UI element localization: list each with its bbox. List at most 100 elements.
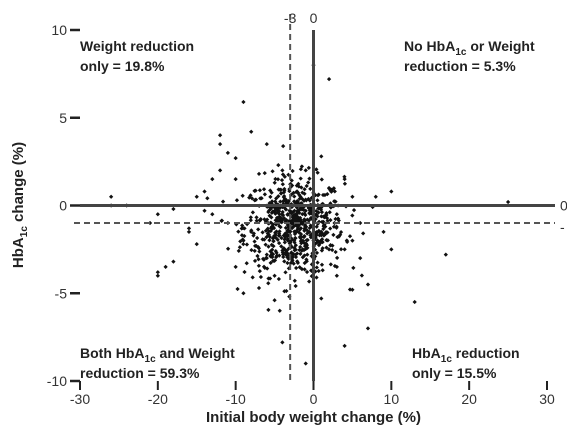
data-point <box>314 224 319 229</box>
data-point <box>240 193 245 198</box>
data-point <box>324 212 329 218</box>
data-point <box>314 233 319 238</box>
data-point <box>274 229 279 234</box>
data-point <box>274 253 280 258</box>
data-point <box>332 189 337 194</box>
data-point <box>261 187 267 192</box>
data-point <box>256 285 262 291</box>
data-point <box>266 232 271 238</box>
data-point <box>285 200 291 205</box>
data-point <box>155 212 160 217</box>
data-point <box>412 299 417 305</box>
data-point <box>335 255 340 260</box>
data-point <box>315 170 320 175</box>
data-point <box>299 235 304 240</box>
data-point <box>308 233 313 238</box>
data-point <box>282 289 287 294</box>
data-point <box>282 259 287 264</box>
data-point <box>171 259 176 264</box>
data-point <box>267 238 272 243</box>
x-tick-label: 20 <box>461 391 477 407</box>
data-point <box>249 228 254 233</box>
data-point <box>316 268 321 274</box>
data-point <box>328 226 333 231</box>
data-point <box>321 224 326 229</box>
data-point <box>342 177 347 182</box>
data-point <box>237 245 243 250</box>
data-point <box>241 241 246 247</box>
data-point <box>266 244 271 249</box>
data-point <box>287 188 292 194</box>
data-point <box>297 226 302 232</box>
data-point <box>338 232 343 237</box>
data-point <box>338 247 344 252</box>
data-point <box>274 250 279 255</box>
x-tick-label: 0 <box>310 391 318 407</box>
data-point <box>285 260 290 266</box>
data-point <box>284 248 289 253</box>
data-point <box>276 276 281 282</box>
x-tick-label: 10 <box>384 391 400 407</box>
data-point <box>314 250 320 255</box>
data-point <box>324 215 330 221</box>
data-point <box>264 252 269 257</box>
data-point <box>307 279 312 284</box>
data-point <box>239 233 245 238</box>
data-point <box>268 194 273 199</box>
data-point <box>319 177 324 182</box>
dashed-y-reference-label: - <box>560 219 565 235</box>
data-point <box>320 268 325 273</box>
data-point <box>262 192 267 197</box>
data-point <box>319 154 324 159</box>
y-tick-label: 0 <box>59 198 67 214</box>
data-point <box>280 172 286 177</box>
data-point <box>292 238 297 243</box>
data-point <box>251 231 256 236</box>
data-point <box>258 196 263 201</box>
data-point <box>257 188 263 193</box>
data-point <box>217 141 223 147</box>
data-point <box>331 186 336 191</box>
data-point <box>147 220 153 226</box>
data-point <box>323 230 329 235</box>
data-point <box>285 230 290 235</box>
data-point <box>315 260 320 265</box>
data-point <box>238 239 243 244</box>
data-point <box>302 267 307 272</box>
data-point <box>381 229 386 234</box>
data-point <box>298 231 304 237</box>
data-point <box>350 213 355 218</box>
data-point <box>219 218 224 223</box>
data-point <box>342 181 348 186</box>
data-point <box>320 239 325 245</box>
data-point <box>271 238 276 244</box>
data-point <box>285 253 290 258</box>
data-point <box>321 226 326 232</box>
data-point <box>505 199 511 205</box>
data-point <box>279 216 284 221</box>
data-point <box>240 237 245 242</box>
data-point <box>272 180 277 185</box>
data-point <box>307 176 312 181</box>
data-point <box>358 256 363 261</box>
data-point <box>273 176 278 182</box>
data-point <box>358 220 363 226</box>
quadrant-label-top-left: Weight reduction <box>80 38 194 54</box>
data-point <box>241 99 246 105</box>
data-point <box>303 361 308 366</box>
data-point <box>273 232 278 237</box>
data-point <box>331 232 336 237</box>
data-point <box>280 199 286 204</box>
data-point <box>293 215 298 220</box>
data-point <box>250 275 255 280</box>
data-point <box>268 206 274 211</box>
data-point <box>202 189 207 194</box>
data-point <box>241 291 246 296</box>
data-point <box>351 207 357 213</box>
data-point <box>294 265 299 271</box>
data-point <box>314 212 319 217</box>
data-point <box>225 150 231 155</box>
data-point <box>328 243 333 248</box>
data-point <box>261 264 267 269</box>
data-point <box>316 206 321 211</box>
